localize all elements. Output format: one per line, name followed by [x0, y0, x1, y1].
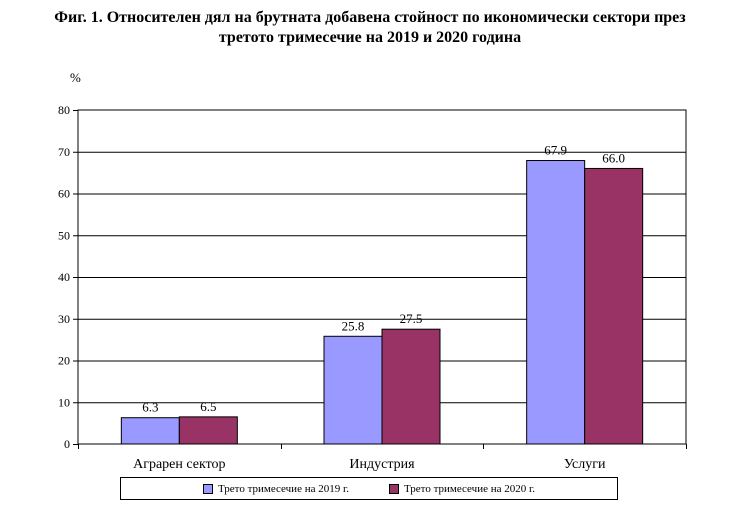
data-label: 66.0: [602, 150, 625, 165]
data-label: 27.5: [400, 311, 423, 326]
y-tick-label: 20: [58, 354, 70, 368]
y-tick-label: 70: [58, 145, 70, 159]
y-tick-label: 80: [58, 103, 70, 117]
data-label: 6.3: [142, 400, 158, 415]
legend-label-2020: Трето тримесечие на 2020 г.: [404, 482, 536, 495]
category-labels: Аграрен сектор Индустрия Услуги: [133, 457, 606, 472]
legend-label-2019: Трето тримесечие на 2019 г.: [217, 482, 349, 495]
category-label: Индустрия: [349, 457, 415, 472]
bar-2020: [584, 167, 644, 445]
y-tick-label: 40: [58, 270, 70, 284]
legend-item-2020: Трето тримесечие на 2020 г.: [389, 483, 535, 495]
legend-swatch-2020: [389, 483, 399, 494]
data-label: 67.9: [544, 143, 567, 158]
chart-title-line-2: третото тримесечие на 2019 и 2020 година: [218, 29, 522, 46]
y-tick-label: 10: [58, 395, 70, 409]
chart-title-line-1: Фиг. 1. Относителен дял на брутната доба…: [54, 9, 686, 26]
y-tick-labels: 0 10 20 30 40 50 60 70 80: [58, 103, 70, 451]
y-tick-label: 50: [58, 228, 70, 242]
legend-item-2019: Трето тримесечие на 2019 г.: [202, 482, 349, 495]
bar-2020: [381, 328, 441, 445]
legend-swatch-2019: [202, 483, 213, 494]
bar-2020: [178, 416, 238, 445]
data-label: 6.5: [200, 399, 216, 414]
bar-2019: [526, 160, 586, 445]
y-axis-unit: %: [70, 70, 81, 85]
category-label: Услуги: [564, 457, 606, 472]
chart-title: Фиг. 1. Относителен дял на брутната доба…: [0, 8, 740, 48]
axes: [73, 109, 687, 449]
y-tick-label: 0: [64, 437, 70, 451]
data-label: 25.8: [342, 318, 365, 333]
y-tick-label: 30: [58, 312, 70, 326]
bar-2019: [323, 335, 383, 445]
bars: [120, 160, 644, 445]
data-labels: 6.3 6.5 25.8 27.5 67.9 66.0: [142, 143, 625, 415]
legend: Трето тримесечие на 2019 г. Трето тримес…: [120, 477, 618, 500]
y-tick-label: 60: [58, 187, 70, 201]
bar-2019: [120, 417, 180, 445]
category-label: Аграрен сектор: [133, 457, 225, 472]
